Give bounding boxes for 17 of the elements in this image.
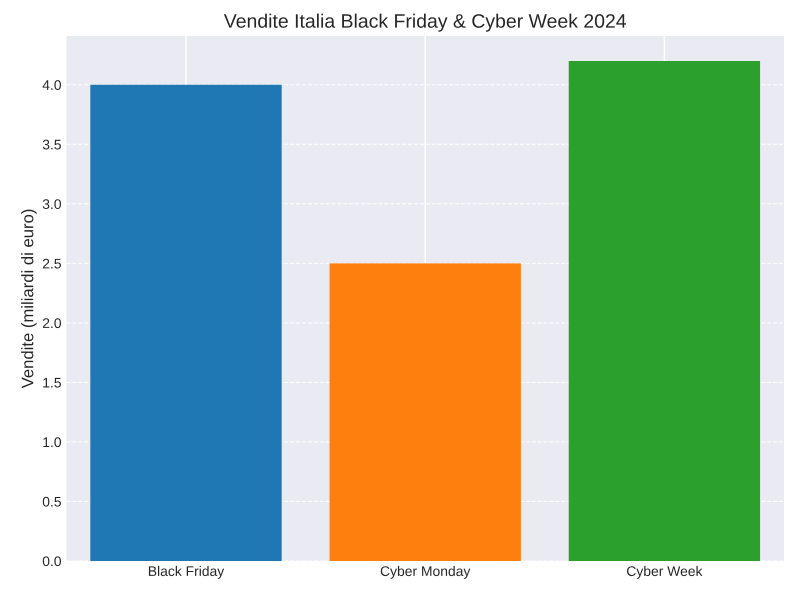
x-tick-label: Cyber Week — [627, 566, 703, 579]
y-tick-label: 0.5 — [42, 496, 61, 507]
x-tick-label: Black Friday — [148, 566, 224, 579]
y-axis-title: Vendite (miliardi di euro) — [21, 210, 37, 388]
chart-title: Vendite Italia Black Friday & Cyber Week 2024 — [224, 14, 626, 32]
y-tick-label: 3.5 — [42, 140, 61, 150]
bar — [90, 84, 282, 561]
y-tick-label: 1.0 — [43, 437, 61, 448]
y-tick-label: 1.5 — [43, 378, 61, 388]
x-tick-label: Cyber Monday — [380, 566, 470, 579]
y-tick-label: 0.0 — [42, 556, 61, 566]
y-tick-label: 4.0 — [42, 80, 61, 90]
y-tick-label: 3.0 — [42, 199, 61, 210]
bar — [568, 61, 760, 561]
y-tick-label: 2.5 — [42, 258, 61, 269]
bar — [330, 263, 521, 561]
y-tick-label: 2.0 — [42, 318, 61, 328]
